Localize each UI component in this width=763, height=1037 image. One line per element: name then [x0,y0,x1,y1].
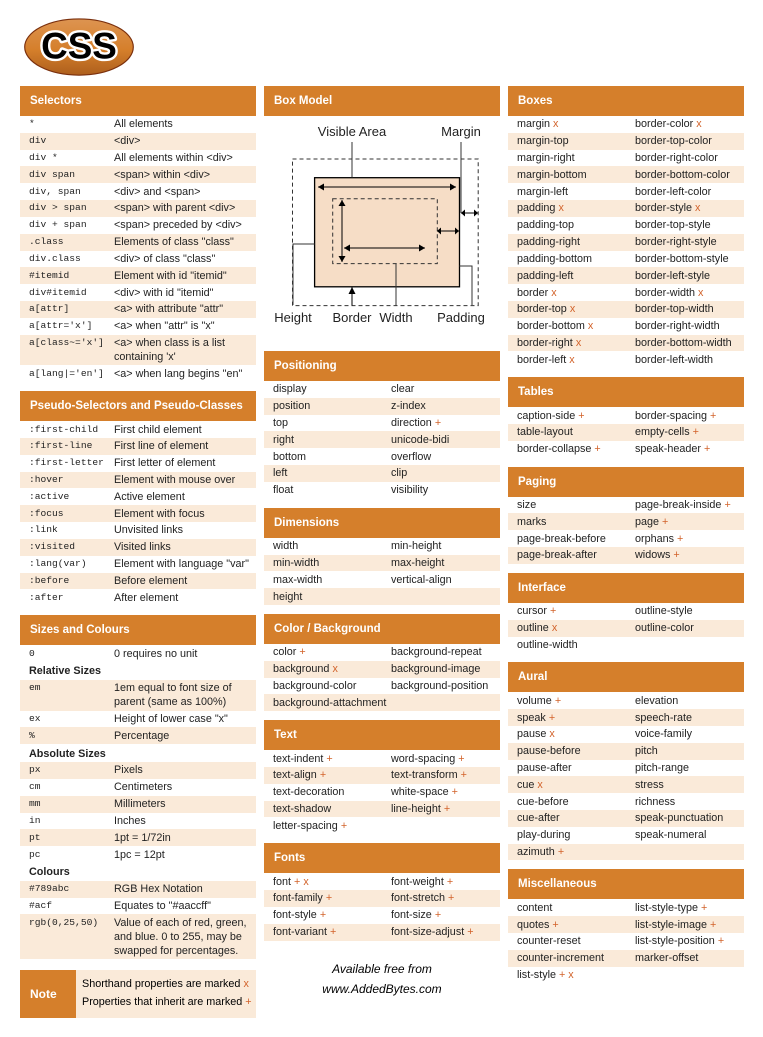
svg-text:Padding: Padding [437,310,485,325]
svg-text:Border: Border [332,310,372,325]
svg-text:Width: Width [379,310,412,325]
svg-text:Margin: Margin [441,124,481,139]
svg-text:CSS: CSS [41,26,117,67]
svg-text:Height: Height [274,310,312,325]
svg-text:Visible Area: Visible Area [318,124,387,139]
